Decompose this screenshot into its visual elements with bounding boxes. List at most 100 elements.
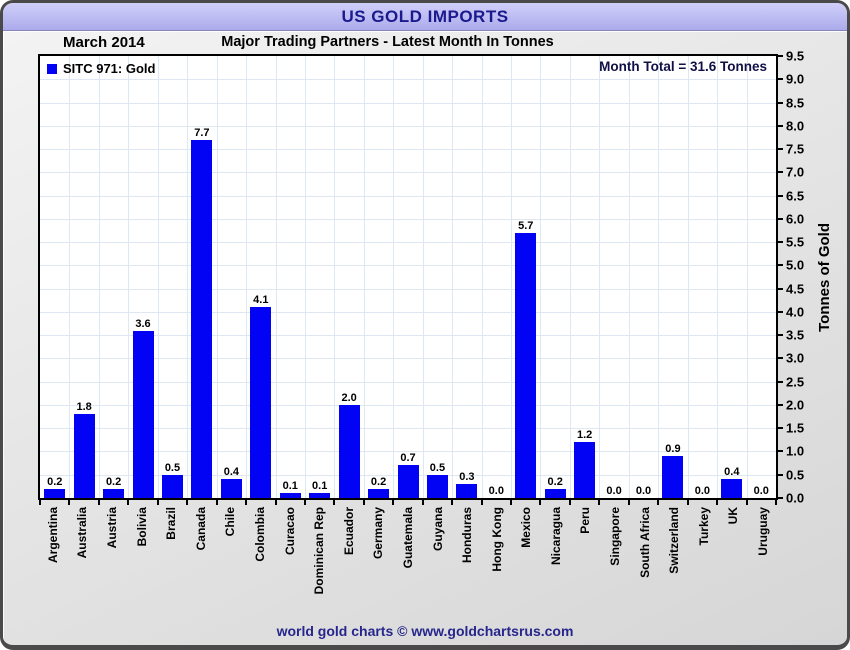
x-tick-label: Switzerland	[667, 507, 682, 574]
y-tick-mark	[777, 55, 783, 57]
v-gridline	[157, 56, 159, 498]
x-tick-label: South Africa	[637, 507, 652, 578]
x-tick-label: Peru	[578, 507, 593, 534]
h-gridline	[40, 172, 776, 174]
x-axis-category: Singapore	[600, 507, 630, 625]
v-gridline	[540, 56, 542, 498]
y-tick-label: 0.5	[786, 467, 805, 483]
v-gridline	[128, 56, 130, 498]
h-gridline	[40, 428, 776, 430]
y-tick-mark	[777, 450, 783, 453]
y-tick-mark	[777, 287, 783, 290]
v-gridline	[511, 56, 513, 498]
h-gridline	[40, 358, 776, 360]
bar	[161, 474, 183, 498]
x-axis-category: Uruguay	[748, 507, 778, 625]
x-tick-mark	[745, 500, 748, 505]
title-bar: US GOLD IMPORTS	[3, 3, 847, 31]
y-axis-title-text: Tonnes of Gold	[815, 222, 833, 332]
x-tick-label: Hong Kong	[489, 507, 504, 572]
y-tick-label: 9.0	[786, 71, 805, 87]
bar-value-label: 0.4	[724, 466, 740, 479]
x-tick-label: Bolivia	[134, 507, 149, 547]
chart-area: 0.2 1.8 0.2 3.6 0.5 7.7 0.4 4.1 0.1 0.1 2.0 0.2 0.7 0…	[3, 3, 847, 645]
bar	[220, 479, 242, 498]
legend-swatch-icon	[47, 63, 57, 74]
y-tick-mark	[777, 171, 783, 174]
bar	[368, 488, 390, 498]
y-tick-mark	[777, 217, 783, 220]
y-tick-label: 3.0	[786, 350, 805, 366]
x-tick-mark	[245, 500, 248, 505]
y-tick-label: 6.0	[786, 211, 805, 227]
x-tick-label: Brazil	[164, 507, 179, 540]
y-tick-mark	[777, 194, 783, 197]
report-month: March 2014	[63, 34, 145, 51]
y-tick-label: 5.5	[786, 234, 805, 250]
x-tick-label: Guatemala	[400, 507, 415, 569]
bar-value-label: 1.2	[576, 429, 593, 442]
bar-value-label: 0.2	[370, 475, 387, 488]
y-tick-mark	[777, 380, 783, 383]
y-tick-mark	[777, 101, 783, 104]
x-tick-label: Uruguay	[756, 507, 771, 556]
x-tick-label: UK	[726, 507, 741, 525]
x-axis-category: Guatemala	[393, 507, 423, 625]
y-axis-title: Tonnes of Gold	[812, 54, 836, 500]
x-axis-category: Guyana	[423, 507, 453, 625]
bar	[515, 232, 537, 498]
plot-canvas: 0.2 1.8 0.2 3.6 0.5 7.7 0.4 4.1 0.1 0.1 2.0 0.2 0.7 0…	[40, 56, 776, 498]
x-tick-mark	[451, 500, 454, 505]
x-tick-mark	[97, 500, 100, 505]
h-gridline	[40, 242, 776, 244]
x-tick-label: Guyana	[430, 507, 445, 552]
x-tick-mark	[627, 500, 630, 505]
plot-area: 0.2 1.8 0.2 3.6 0.5 7.7 0.4 4.1 0.1 0.1 2.0 0.2 0.7 0…	[38, 54, 778, 500]
y-tick-label: 8.0	[786, 118, 805, 134]
y-tick-label: 9.5	[786, 48, 805, 64]
h-gridline	[40, 265, 776, 267]
v-gridline	[98, 56, 100, 498]
x-tick-label: Colombia	[252, 507, 267, 562]
bar-value-label: 1.8	[76, 401, 92, 414]
bar-value-label: 0.0	[635, 485, 652, 497]
x-tick-mark	[539, 500, 542, 505]
h-gridline	[40, 404, 776, 406]
bar	[574, 442, 596, 498]
x-tick-mark	[156, 500, 159, 505]
h-gridline	[40, 335, 776, 337]
x-tick-label: Germany	[371, 507, 386, 560]
window-title: US GOLD IMPORTS	[341, 6, 509, 26]
x-tick-mark	[127, 500, 130, 505]
x-axis-category: Australia	[68, 507, 98, 625]
x-tick-label: Nicaragua	[548, 507, 563, 566]
h-gridline	[40, 218, 776, 220]
bar-value-label: 0.0	[606, 485, 622, 497]
x-tick-label: Honduras	[460, 507, 475, 564]
bar	[279, 493, 301, 498]
h-gridline	[40, 288, 776, 290]
bar	[721, 479, 743, 498]
x-axis-category: Switzerland	[659, 507, 689, 625]
y-tick-label: 1.5	[786, 420, 805, 436]
x-axis-category: Chile	[216, 507, 246, 625]
bar-value-label: 3.6	[135, 317, 151, 330]
x-tick-label: Australia	[75, 507, 90, 559]
bar-value-label: 0.0	[753, 485, 769, 497]
y-tick-mark	[777, 310, 783, 313]
bar-value-label: 0.9	[665, 443, 681, 456]
x-axis-category: Curacao	[275, 507, 305, 625]
h-gridline	[40, 79, 776, 81]
v-gridline	[216, 56, 218, 498]
x-tick-mark	[598, 500, 601, 505]
v-gridline	[569, 56, 571, 498]
x-tick-mark	[775, 500, 777, 505]
x-tick-label: Canada	[193, 507, 208, 551]
bar	[73, 414, 95, 498]
y-tick-mark	[777, 264, 783, 267]
y-tick-label: 6.5	[786, 188, 805, 204]
y-tick-label: 1.0	[786, 443, 805, 459]
y-tick-mark	[777, 357, 783, 360]
bar-value-label: 0.3	[459, 471, 475, 484]
